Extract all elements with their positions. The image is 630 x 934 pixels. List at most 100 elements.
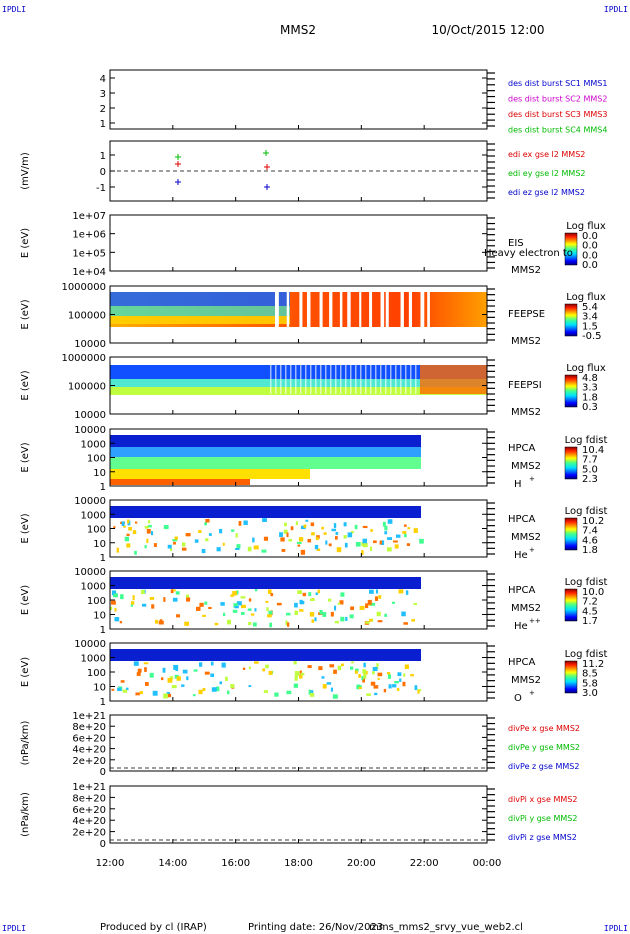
y-tick-label: 1e+06	[72, 230, 106, 241]
page-datetime: 10/Oct/2015 12:00	[431, 23, 544, 37]
y-tick-label: 1	[100, 151, 106, 162]
y-tick-label: 1000	[81, 582, 106, 593]
colorbar-title: Log flux	[566, 221, 606, 232]
colorbar-value: 3.4	[582, 312, 598, 323]
y-tick-label: 1000000	[61, 353, 106, 364]
y-tick-label: 10000	[74, 639, 106, 650]
instrument-label: HPCA	[508, 585, 536, 596]
colorbar-value: 2.3	[582, 474, 598, 485]
instrument-label: EIS	[508, 238, 524, 249]
y-tick-label: 1e+05	[72, 248, 106, 259]
colorbar-value: 3.3	[582, 383, 598, 394]
legend-entry: divPe y gse MMS2	[508, 743, 580, 752]
corner-label-top-left: IPDLI	[2, 5, 26, 14]
y-tick-label: 1e+04	[72, 267, 106, 278]
footer-produced: Produced by cl (IRAP)	[100, 922, 207, 933]
spectrogram-hpca-o	[110, 649, 422, 699]
colorbar-value: 0.0	[582, 250, 598, 261]
y-tick-label: 2e+20	[72, 828, 106, 839]
spectrogram-feepse	[110, 292, 487, 327]
x-tick-label: 16:00	[221, 858, 250, 869]
species-label: O	[514, 693, 522, 704]
y-tick-label: 10	[93, 539, 106, 550]
colorbar-title: Log fdist	[565, 435, 608, 446]
charge-label: +	[529, 475, 535, 483]
colorbar-value: 5.8	[582, 678, 598, 689]
panel-frame	[109, 69, 488, 130]
y-tick-label: 100000	[68, 382, 106, 393]
colorbar-title: Log flux	[566, 292, 606, 303]
colorbar-value: 10.2	[582, 516, 604, 527]
y-tick-label: 6e+20	[72, 733, 106, 744]
legend-entry: divPi z gse MMS2	[508, 833, 577, 842]
panel-frame	[109, 214, 488, 272]
y-tick-label: 0	[100, 767, 106, 778]
colorbar-value: 1.8	[582, 545, 598, 556]
y-tick-label: 10	[93, 611, 106, 622]
time-axis: 12:00 14:00 16:00 18:00 20:00 22:00 00:00	[96, 125, 502, 869]
colorbar-value: 10.0	[582, 587, 604, 598]
colorbar-value: 1.7	[582, 616, 598, 627]
spacecraft-label: MMS2	[511, 461, 541, 472]
colorbar-value: 1.8	[582, 392, 598, 403]
y-axis-label: (nPa/km)	[20, 721, 31, 766]
y-tick-label: 4	[100, 74, 106, 85]
colorbar-value: 8.5	[582, 669, 598, 680]
y-tick-label: 100000	[68, 311, 106, 322]
colorbar-value: 5.0	[582, 464, 598, 475]
y-tick-label: 10000	[74, 339, 106, 350]
colorbar-value: 4.8	[582, 373, 598, 384]
colorbar-value: 4.6	[582, 535, 598, 546]
spacecraft-label: MMS2	[511, 265, 541, 276]
y-axis-label: E (eV)	[20, 299, 31, 329]
colorbar-value: 3.0	[582, 688, 598, 699]
spacecraft-label: MMS2	[511, 407, 541, 418]
colorbar-title: Log fdist	[565, 649, 608, 660]
colorbar-value: 10.4	[582, 445, 604, 456]
y-tick-label: 4e+20	[72, 816, 106, 827]
spectrogram-feepsi	[110, 365, 487, 395]
footer-printing-date: Printing date: 26/Nov/2023	[248, 922, 383, 933]
y-tick-label: 100	[87, 596, 106, 607]
colorbar-value: 7.4	[582, 526, 598, 537]
colorbar-value: 5.4	[582, 302, 598, 313]
footer-file: mms_mms2_srvy_vue_web2.cl	[369, 922, 523, 933]
y-tick-label: 8e+20	[72, 793, 106, 804]
y-axis-label: E (eV)	[20, 513, 31, 543]
legend-entry: divPe x gse MMS2	[508, 724, 580, 733]
spectrogram-hpca-h	[110, 435, 421, 485]
y-tick-label: 1	[100, 553, 106, 564]
colorbar-value: 7.2	[582, 597, 598, 608]
y-tick-label: 10	[93, 683, 106, 694]
spacecraft-label: MMS2	[511, 603, 541, 614]
x-tick-label: 18:00	[284, 858, 313, 869]
y-axis-label: E (eV)	[20, 657, 31, 687]
y-axis-label: (nPa/km)	[20, 792, 31, 837]
species-label: He	[514, 550, 528, 561]
corner-label-bottom-right: IPDLI	[604, 924, 628, 933]
spectrogram-hpca-he2	[110, 577, 421, 628]
spacecraft-label: MMS2	[511, 675, 541, 686]
y-tick-label: 10000	[74, 410, 106, 421]
y-tick-label: 1000	[81, 510, 106, 521]
panel-edi: 1 0 -1 (mV/m) edi ex gse l2 MMS2 edi ey gse l…	[20, 140, 586, 202]
y-axis-label: E (eV)	[20, 585, 31, 615]
y-axis-label: (mV/m)	[20, 152, 31, 190]
page-title: MMS2	[280, 23, 316, 37]
legend-entry: divPe z gse MMS2	[508, 762, 579, 771]
x-tick-label: 00:00	[473, 858, 502, 869]
colorbar-value: 11.2	[582, 659, 604, 670]
colorbar-value: 7.7	[582, 455, 598, 466]
y-tick-label: 1	[100, 697, 106, 708]
colorbar-value: -0.5	[582, 331, 602, 342]
